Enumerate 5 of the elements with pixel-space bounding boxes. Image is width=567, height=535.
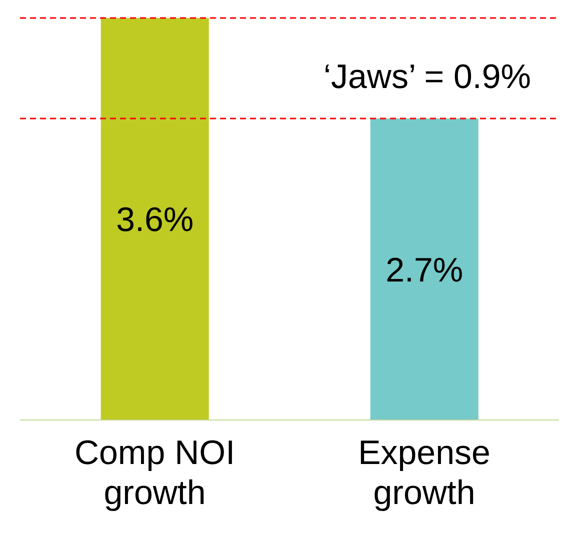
x-tick-label: Expense growth [358,434,490,512]
data-label: 2.7% [386,251,464,290]
annotation: ‘Jaws’ = 0.9% [323,58,531,97]
data-label: 3.6% [116,201,194,239]
x-tick-label: Comp NOI growth [74,434,236,512]
